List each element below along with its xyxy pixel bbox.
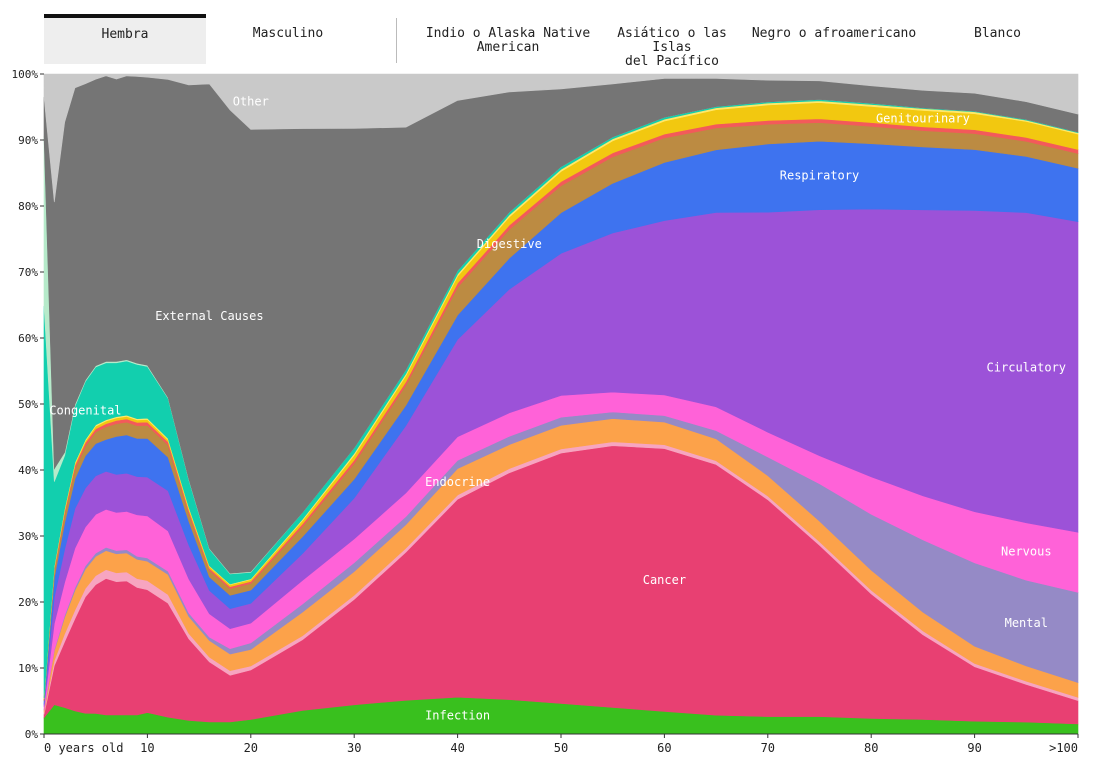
label-external-causes: External Causes — [155, 309, 263, 323]
label-cancer: Cancer — [643, 573, 686, 587]
tab-hembra-label: Hembra — [101, 27, 149, 42]
tab-asiatico-label-line2: del Pacífico — [625, 54, 719, 69]
tab-blanco-label: Blanco — [974, 26, 1021, 41]
y-tick-label: 20% — [18, 596, 38, 609]
tab-hembra[interactable]: Hembra — [44, 14, 206, 64]
x-tick-label: 30 — [347, 741, 361, 755]
label-genitourinary: Genitourinary — [876, 112, 970, 126]
tab-masculino-label: Masculino — [252, 26, 324, 41]
x-tick-label: 50 — [554, 741, 568, 755]
tab-masculino[interactable]: Masculino — [206, 14, 370, 64]
x-tick-label: 0 years old — [44, 741, 123, 755]
label-infection: Infection — [425, 709, 490, 723]
label-endocrine: Endocrine — [425, 475, 490, 489]
area-other[interactable] — [43, 73, 1079, 203]
y-tick-label: 80% — [18, 200, 38, 213]
tab-indio-label-line1: Indio o Alaska Native — [425, 26, 591, 41]
filter-tabs: Hembra Masculino Indio o Alaska Native A… — [0, 0, 1100, 70]
x-tick-label: 80 — [864, 741, 878, 755]
tab-asiatico-label-line1: Asiático o las Islas — [617, 26, 727, 55]
y-tick-label: 40% — [18, 464, 38, 477]
label-other: Other — [233, 95, 269, 109]
x-tick-label: 20 — [244, 741, 258, 755]
y-tick-label: 30% — [18, 530, 38, 543]
y-tick-label: 90% — [18, 134, 38, 147]
y-tick-label: 60% — [18, 332, 38, 345]
x-tick-label: 90 — [967, 741, 981, 755]
x-tick-label: 10 — [140, 741, 154, 755]
tab-asiatico[interactable]: Asiático o las Islas del Pacífico — [596, 14, 748, 69]
y-tick-label: 50% — [18, 398, 38, 411]
label-circulatory: Circulatory — [987, 361, 1066, 375]
y-tick-label: 70% — [18, 266, 38, 279]
tab-negro[interactable]: Negro o afroamericano — [748, 14, 920, 64]
y-tick-label: 0% — [25, 728, 39, 741]
y-tick-label: 100% — [12, 68, 39, 81]
label-congenital: Congenital — [49, 404, 121, 418]
tab-indio[interactable]: Indio o Alaska Native American — [420, 14, 596, 64]
x-tick-label: >100 — [1049, 741, 1078, 755]
x-tick-label: 40 — [450, 741, 464, 755]
y-tick-label: 10% — [18, 662, 38, 675]
label-nervous: Nervous — [1001, 545, 1052, 559]
tab-indio-label-line2: American — [476, 40, 540, 55]
label-digestive: Digestive — [477, 237, 542, 251]
tab-blanco[interactable]: Blanco — [920, 14, 1075, 64]
label-respiratory: Respiratory — [780, 169, 859, 183]
tab-divider — [396, 18, 397, 63]
tab-negro-label: Negro o afroamericano — [751, 26, 917, 41]
x-tick-label: 60 — [657, 741, 671, 755]
x-tick-label: 70 — [761, 741, 775, 755]
label-mental: Mental — [1005, 616, 1048, 630]
